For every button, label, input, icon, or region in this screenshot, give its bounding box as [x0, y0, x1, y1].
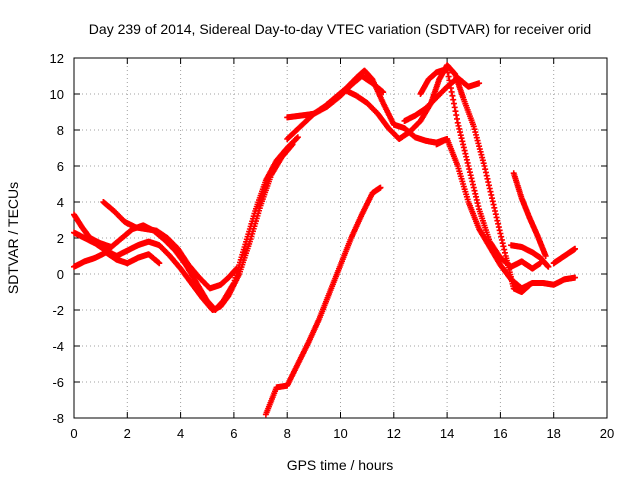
x-tick-label: 8: [284, 426, 291, 441]
x-tick-label: 16: [493, 426, 507, 441]
data-point: [545, 263, 552, 270]
series-arc-10: [433, 136, 579, 292]
x-tick-labels: 0 2 4 6 8 10 12 14 16 18 20: [70, 426, 614, 441]
data-point: [377, 184, 384, 191]
series-arc-9: [417, 65, 544, 272]
x-tick-label: 0: [70, 426, 77, 441]
data-point: [289, 141, 296, 148]
series-arc-1: [71, 134, 301, 313]
y-tick-labels: -8 -6 -4 -2 0 2 4 6 8 10 12: [50, 51, 64, 426]
data-point: [572, 274, 579, 281]
series-arc-4: [71, 249, 163, 270]
grid: [74, 58, 607, 418]
x-axis-label: GPS time / hours: [287, 457, 394, 473]
y-axis-label: SDTVAR / TECUs: [5, 182, 21, 294]
series-arc-3: [100, 199, 240, 292]
y-tick-label: 4: [57, 195, 64, 210]
x-tick-label: 6: [230, 426, 237, 441]
data-point: [294, 134, 301, 141]
series-arc-14: [262, 184, 384, 418]
chart-title: Day 239 of 2014, Sidereal Day-to-day VTE…: [89, 21, 591, 37]
series-arc-6: [284, 73, 387, 121]
series-arc-13: [550, 245, 579, 267]
x-tick-label: 4: [177, 426, 184, 441]
x-tick-label: 2: [124, 426, 131, 441]
y-tick-label: -4: [52, 339, 64, 354]
x-tick-label: 10: [333, 426, 347, 441]
y-tick-label: -2: [52, 303, 64, 318]
x-tick-label: 20: [600, 426, 614, 441]
x-tick-label: 18: [546, 426, 560, 441]
y-tick-label: 6: [57, 159, 64, 174]
series-arc-12: [508, 242, 552, 270]
series-arc-8: [401, 74, 483, 124]
data-series: [71, 62, 579, 418]
y-tick-label: 8: [57, 123, 64, 138]
y-tick-label: -6: [52, 375, 64, 390]
tick-marks: [73, 57, 608, 419]
y-tick-label: 2: [57, 231, 64, 246]
x-tick-label: 12: [387, 426, 401, 441]
data-point: [156, 260, 163, 267]
data-point: [233, 265, 240, 272]
y-tick-label: 12: [50, 51, 64, 66]
series-arc-2: [71, 141, 296, 313]
data-point: [542, 253, 549, 259]
y-tick-label: 10: [50, 87, 64, 102]
data-point: [476, 80, 483, 87]
series-arc-11: [510, 170, 549, 259]
data-point: [572, 245, 579, 252]
data-point: [380, 89, 387, 96]
y-tick-label: -8: [52, 411, 64, 426]
y-tick-label: 0: [57, 267, 64, 282]
x-tick-label: 14: [440, 426, 454, 441]
